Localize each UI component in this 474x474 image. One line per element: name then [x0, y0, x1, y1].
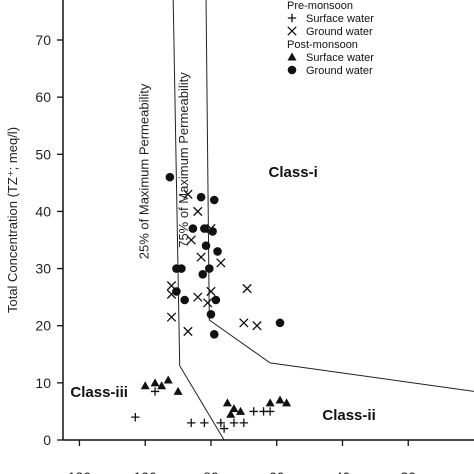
- point-post-monsoon-surface-water: [163, 375, 173, 384]
- point-pre-monsoon-ground-water: [242, 283, 252, 294]
- region-label-class-iii: Class-iii: [70, 384, 128, 401]
- point-post-monsoon-ground-water: [209, 329, 219, 339]
- legend-marker-triangle: [287, 52, 297, 61]
- point-pre-monsoon-surface-water: [187, 418, 196, 428]
- x-tick-label: 40: [335, 469, 351, 474]
- point-pre-monsoon-surface-water: [216, 418, 226, 428]
- y-tick-label: 0: [43, 432, 51, 448]
- point-post-monsoon-ground-water: [209, 195, 219, 205]
- legend-label: Ground water: [306, 26, 373, 38]
- point-pre-monsoon-ground-water: [186, 235, 196, 245]
- point-pre-monsoon-surface-water: [200, 418, 209, 428]
- legend-marker-circle: [287, 65, 297, 75]
- point-post-monsoon-surface-water: [222, 398, 232, 407]
- legend-group-title: Post-monsoon: [287, 39, 358, 51]
- point-pre-monsoon-ground-water: [239, 318, 249, 328]
- point-post-monsoon-surface-water: [140, 381, 150, 390]
- point-post-monsoon-ground-water: [180, 295, 189, 305]
- point-post-monsoon-ground-water: [211, 295, 221, 305]
- legend-entry: Surface water: [287, 13, 374, 25]
- x-tick-label: 100: [134, 469, 158, 474]
- point-post-monsoon-ground-water: [200, 224, 209, 233]
- region-label-class-ii: Class-ii: [322, 407, 375, 424]
- point-post-monsoon-ground-water: [172, 264, 181, 273]
- boundary-line-75pct: [205, 0, 474, 392]
- point-post-monsoon-ground-water: [201, 241, 211, 251]
- point-post-monsoon-ground-water: [165, 172, 175, 182]
- point-post-monsoon-ground-water: [205, 264, 214, 273]
- point-pre-monsoon-surface-water: [239, 418, 249, 428]
- point-pre-monsoon-ground-water: [196, 252, 206, 262]
- y-tick-label: 40: [35, 203, 51, 219]
- point-post-monsoon-ground-water: [196, 192, 206, 202]
- point-pre-monsoon-surface-water: [219, 424, 229, 433]
- point-post-monsoon-surface-water: [282, 398, 292, 407]
- y-tick-label: 50: [35, 146, 51, 162]
- point-post-monsoon-ground-water: [275, 318, 285, 328]
- point-pre-monsoon-ground-water: [166, 312, 177, 322]
- legend-marker-cross: [287, 26, 297, 36]
- y-axis-title: Total Concentration (TZ⁺; meq/l): [5, 127, 20, 313]
- point-post-monsoon-ground-water: [206, 309, 216, 319]
- point-post-monsoon-surface-water: [157, 381, 167, 390]
- x-tick-label: 60: [269, 469, 285, 474]
- point-pre-monsoon-ground-water: [252, 321, 262, 331]
- legend-entry: Surface water: [287, 52, 374, 64]
- legend-marker-plus: [287, 13, 297, 23]
- point-pre-monsoon-ground-water: [183, 326, 193, 337]
- point-post-monsoon-surface-water: [229, 404, 239, 413]
- legend-label: Ground water: [306, 65, 373, 77]
- y-tick-label: 60: [35, 89, 51, 105]
- legend-group-title: Pre-monsoon: [287, 0, 353, 12]
- point-post-monsoon-ground-water: [213, 247, 222, 256]
- point-post-monsoon-surface-water: [150, 378, 160, 387]
- y-tick-label: 30: [35, 261, 51, 277]
- region-label-class-i: Class-i: [269, 164, 318, 181]
- x-tick-label: 80: [203, 469, 219, 474]
- y-tick-label: 70: [35, 32, 51, 48]
- point-pre-monsoon-ground-water: [203, 298, 213, 308]
- boundary-label-75pct: 75% of Maximum Permeability: [176, 72, 191, 248]
- y-tick-label: 10: [35, 375, 51, 391]
- point-pre-monsoon-ground-water: [206, 286, 216, 297]
- point-pre-monsoon-surface-water: [131, 412, 140, 422]
- point-post-monsoon-surface-water: [265, 398, 275, 407]
- point-pre-monsoon-surface-water: [150, 387, 160, 396]
- chart-labels: Class-i Class-ii Class-iii 25% of Maximum P…: [70, 72, 375, 424]
- point-pre-monsoon-surface-water: [229, 418, 239, 428]
- data-points: [131, 172, 292, 433]
- point-pre-monsoon-ground-water: [193, 206, 203, 217]
- point-post-monsoon-ground-water: [198, 269, 208, 279]
- legend-label: Surface water: [306, 52, 374, 64]
- point-post-monsoon-surface-water: [236, 406, 246, 415]
- class-boundaries: [172, 0, 474, 441]
- point-pre-monsoon-ground-water: [193, 292, 203, 302]
- x-tick-label: 20: [400, 469, 416, 474]
- point-post-monsoon-ground-water: [188, 224, 198, 233]
- point-post-monsoon-ground-water: [208, 227, 217, 236]
- point-pre-monsoon-surface-water: [265, 407, 275, 416]
- legend-entry: Ground water: [287, 26, 373, 38]
- point-pre-monsoon-ground-water: [216, 258, 226, 268]
- boundary-line-25pct: [172, 0, 225, 441]
- point-post-monsoon-surface-water: [173, 386, 183, 395]
- x-tick-label: 120: [68, 469, 92, 474]
- point-pre-monsoon-surface-water: [249, 407, 258, 416]
- boundary-label-25pct: 25% of Maximum Permeability: [136, 83, 151, 259]
- legend-entry: Ground water: [287, 65, 373, 77]
- point-post-monsoon-ground-water: [172, 287, 181, 296]
- point-post-monsoon-surface-water: [226, 409, 236, 418]
- legend-label: Surface water: [306, 13, 374, 25]
- point-pre-monsoon-ground-water: [183, 189, 193, 199]
- point-post-monsoon-surface-water: [275, 395, 285, 404]
- axes: 0 10 20 30 40 50 60 70 120 100 80 60 40 20 Total Conce…: [5, 0, 474, 474]
- y-tick-label: 20: [35, 318, 51, 334]
